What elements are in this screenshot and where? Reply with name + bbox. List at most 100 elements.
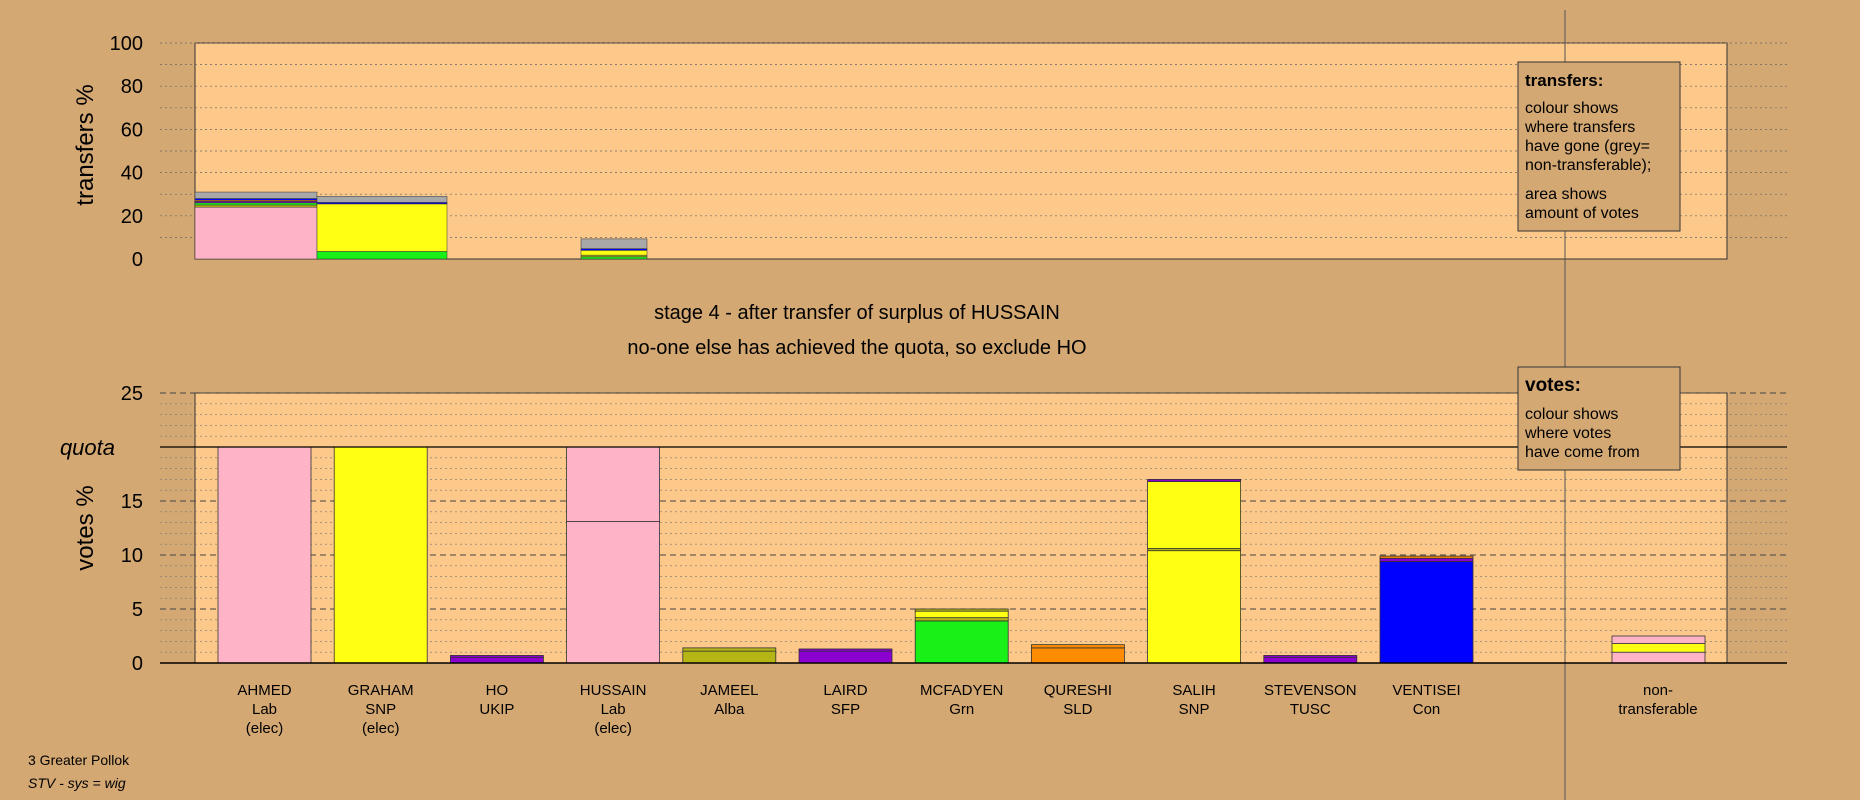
vote-segment — [217, 446, 312, 664]
vote-segment — [682, 650, 777, 664]
candidate-party: Alba — [714, 701, 745, 718]
transfer-segment — [580, 250, 648, 256]
transfer-segment — [194, 206, 318, 260]
transfers-gridlines — [160, 42, 1787, 238]
candidate-name: JAMEEL — [700, 682, 758, 699]
vote-segment — [1263, 655, 1358, 659]
vote-segment — [1379, 561, 1474, 664]
candidate-name: GRAHAM — [348, 682, 414, 699]
transfers-legend-line: area shows — [1525, 186, 1607, 203]
candidate-name: QURESHI — [1044, 682, 1112, 699]
transfer-segment — [316, 203, 448, 252]
votes-y-ticks: 0 5 10 15 25 — [121, 383, 143, 675]
transfer-segment — [316, 196, 448, 203]
votes-tick-label: 25 — [121, 383, 143, 405]
transfers-legend-frame — [1517, 61, 1681, 232]
vote-segment — [1379, 557, 1474, 562]
transfers-tick-label: 0 — [132, 249, 143, 271]
transfers-legend-line: non-transferable); — [1525, 157, 1651, 174]
transfers-legend-line: amount of votes — [1525, 205, 1639, 222]
vote-segment — [798, 650, 893, 664]
votes-legend-line: have come from — [1525, 444, 1640, 461]
transfers-legend-box: transfers: colour shows where transfers … — [1517, 61, 1681, 232]
transfer-segment — [194, 198, 318, 201]
transfers-legend-line: have gone (grey= — [1525, 138, 1650, 155]
nontransferable-segment — [1611, 635, 1706, 644]
stage-title: stage 4 - after transfer of surplus of H… — [654, 302, 1060, 324]
nontransferable-label: transferable — [1618, 701, 1697, 718]
votes-legend-box: votes: colour shows where votes have com… — [1517, 366, 1681, 471]
quota-label: quota — [60, 435, 115, 460]
constituency-label: 3 Greater Pollok — [28, 752, 130, 768]
transfers-tick-label: 100 — [110, 33, 143, 55]
candidate-name: SALIH — [1172, 682, 1215, 699]
vote-segment — [914, 620, 1009, 664]
transfers-tick-label: 60 — [121, 119, 143, 141]
candidate-party: Lab — [252, 701, 277, 718]
vote-segment — [682, 647, 777, 652]
transfer-segment — [194, 191, 318, 199]
candidate-labels: AHMED Lab (elec) GRAHAM SNP (elec) HO UKIP HUSSA… — [237, 682, 1697, 737]
candidate-party: SNP — [1179, 701, 1210, 718]
votes-axis-title: votes % — [72, 485, 99, 570]
candidate-party: SLD — [1063, 701, 1092, 718]
stage-subtitle: no-one else has achieved the quota, so e… — [627, 337, 1086, 359]
transfers-y-ticks: 0 20 40 60 80 100 — [110, 33, 143, 271]
vote-segment — [566, 521, 660, 664]
candidate-name: HUSSAIN — [580, 682, 647, 699]
transfers-bars — [194, 191, 648, 260]
vote-segment — [914, 610, 1009, 619]
candidate-name: HO — [486, 682, 509, 699]
candidate-party: Con — [1413, 701, 1441, 718]
candidate-party: TUSC — [1290, 701, 1331, 718]
transfer-segment — [580, 254, 648, 258]
vote-segment — [914, 617, 1009, 622]
transfer-segment — [580, 238, 648, 249]
nontransferable-segment — [1611, 651, 1706, 664]
transfer-segment — [580, 248, 648, 251]
vote-segment — [449, 657, 544, 664]
candidate-party: SFP — [831, 701, 860, 718]
votes-tick-label: 15 — [121, 491, 143, 513]
vote-segment — [1031, 644, 1125, 649]
votes-bars — [217, 446, 1706, 664]
candidate-name: LAIRD — [823, 682, 867, 699]
vote-segment — [1147, 478, 1241, 482]
transfers-legend-line: colour shows — [1525, 100, 1618, 117]
system-label: STV - sys = wig — [28, 775, 126, 791]
vote-segment — [1147, 481, 1241, 549]
votes-tick-label: 5 — [132, 599, 143, 621]
transfers-tick-label: 20 — [121, 206, 143, 228]
candidate-name: AHMED — [237, 682, 291, 699]
transfers-axis-title: transfers % — [72, 84, 99, 205]
candidate-status: (elec) — [362, 720, 400, 737]
candidate-status: (elec) — [246, 720, 284, 737]
vote-segment — [566, 446, 660, 522]
vote-segment — [1379, 555, 1474, 559]
vote-segment — [798, 648, 893, 652]
candidate-party: Grn — [949, 701, 974, 718]
transfer-segment — [580, 256, 648, 260]
transfers-legend-title: transfers: — [1525, 71, 1603, 90]
votes-legend-frame — [1517, 366, 1681, 471]
candidate-name: MCFADYEN — [920, 682, 1003, 699]
nontransferable-segment — [1611, 643, 1706, 653]
candidate-party: SNP — [365, 701, 396, 718]
votes-legend-line: colour shows — [1525, 406, 1618, 423]
vote-segment — [1147, 550, 1241, 664]
transfers-tick-label: 40 — [121, 163, 143, 185]
transfer-segment — [194, 204, 318, 208]
candidate-party: Lab — [601, 701, 626, 718]
candidate-name: VENTISEI — [1392, 682, 1460, 699]
transfers-legend-line: where transfers — [1524, 119, 1635, 136]
votes-tick-label: 10 — [121, 545, 143, 567]
votes-legend-line: where votes — [1524, 425, 1611, 442]
transfer-segment — [316, 251, 448, 260]
vote-segment — [1263, 657, 1358, 664]
vote-segment — [1031, 647, 1125, 664]
vote-segment — [449, 655, 544, 659]
vote-segment — [333, 446, 428, 664]
transfers-tick-label: 80 — [121, 76, 143, 98]
vote-segment — [914, 608, 1009, 612]
